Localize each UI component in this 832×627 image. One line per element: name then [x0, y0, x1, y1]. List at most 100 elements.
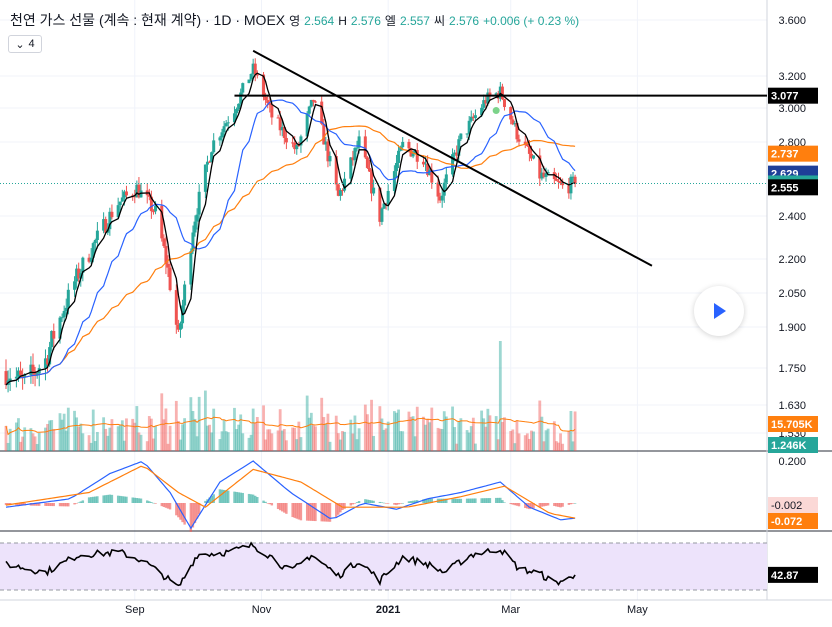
macd-histogram-bar — [378, 501, 382, 503]
candle-body — [571, 176, 575, 178]
candle-body — [116, 205, 120, 218]
macd-histogram-bar — [233, 491, 236, 503]
ma-layer — [5, 72, 576, 386]
candle-body — [195, 214, 199, 222]
volume-ma-tag-bg — [768, 416, 818, 432]
volume-bar — [239, 414, 243, 451]
macd-histogram-bar — [154, 503, 157, 504]
macd-histogram-bar — [67, 503, 70, 507]
macd-hist-tag-bg — [768, 497, 818, 513]
volume-bar — [517, 433, 521, 451]
macd-histogram-bar — [212, 494, 215, 503]
volume-bar — [233, 407, 236, 451]
macd-histogram-bar — [326, 503, 330, 522]
volume-bar — [255, 417, 259, 451]
candle-body — [64, 307, 68, 311]
volume-bar — [471, 417, 475, 451]
volume-bar — [21, 436, 25, 451]
candle-body — [394, 162, 398, 172]
candle-body — [218, 137, 222, 141]
volume-bar — [168, 425, 172, 451]
macd-histogram-bar — [297, 503, 301, 520]
macd-histogram-bar — [6, 503, 10, 506]
volume-bar — [378, 406, 382, 451]
macd-histogram-bar — [208, 497, 211, 503]
volume-bar — [422, 416, 425, 451]
volume-bar — [540, 416, 544, 451]
symbol-title[interactable]: 천연 가스 선물 (계속 : 현재 계약) · 1D · MOEX — [10, 12, 286, 28]
candle-body — [343, 178, 347, 191]
candle-body — [189, 251, 193, 285]
volume-bar — [116, 426, 120, 451]
macd-histogram-bar — [355, 502, 359, 503]
candle-body — [511, 119, 515, 125]
candle-body — [235, 109, 239, 114]
volume-bar — [48, 420, 52, 451]
candle-body — [515, 122, 519, 140]
price-tick-label: 1.630 — [778, 400, 806, 412]
candle-body — [46, 358, 50, 365]
candle-body — [384, 203, 388, 205]
price-scale-tag-bg — [768, 145, 818, 162]
volume-bar — [23, 427, 27, 451]
volume-bar — [125, 418, 128, 451]
volume-bar — [241, 433, 245, 451]
macd-histogram-bar — [553, 503, 556, 507]
macd-histogram-bar — [35, 503, 39, 506]
volume-bar — [135, 406, 139, 451]
candle-body — [482, 100, 486, 108]
candle-body — [262, 74, 266, 97]
macd-histogram-bar — [131, 497, 134, 503]
candle-body — [62, 310, 66, 318]
macd-histogram-bar — [542, 503, 546, 507]
volume-bar — [237, 424, 241, 451]
volume-bar — [380, 418, 384, 451]
candle-body — [411, 153, 415, 157]
macd-histogram-bar — [227, 490, 230, 503]
volume-bar — [93, 441, 97, 451]
volume-bar — [108, 427, 112, 451]
volume-bar — [455, 443, 459, 451]
indicator-collapse-button[interactable]: ⌄ 4 — [8, 35, 42, 53]
volume-bar — [66, 407, 70, 451]
volume-bar — [120, 420, 124, 451]
macd-histogram-bar — [328, 503, 332, 522]
macd-histogram-bar — [123, 496, 126, 503]
macd-histogram-bar — [455, 498, 458, 503]
play-icon — [714, 303, 726, 319]
macd-histogram-bar — [314, 503, 317, 522]
candle-body — [203, 164, 207, 192]
macd-histogram-bar — [19, 503, 22, 506]
candle-body — [151, 211, 155, 213]
macd-histogram-bar — [96, 496, 99, 503]
candle-body — [284, 137, 288, 143]
candle-body — [527, 145, 531, 154]
candle-body — [293, 142, 297, 150]
volume-bar — [386, 421, 390, 451]
trend-line-drawing[interactable] — [252, 49, 653, 267]
candle-body — [241, 83, 245, 93]
volume-bar — [544, 430, 548, 451]
volume-bar — [557, 442, 560, 451]
macd-histogram-bar — [160, 503, 163, 507]
macd-histogram-bar — [268, 503, 271, 505]
volume-bar — [496, 439, 500, 451]
macd-histogram-bar — [285, 503, 288, 514]
volume-bar — [222, 419, 226, 451]
replay-play-button[interactable] — [694, 286, 744, 336]
candle-body — [278, 117, 282, 131]
volume-bar — [212, 408, 216, 451]
volume-ma-tag: 15.705K — [771, 419, 813, 431]
candle-body — [380, 208, 384, 222]
volume-bar — [218, 439, 222, 451]
macd-histogram-bar — [264, 501, 267, 503]
price-scale-tag: 2.555 — [771, 182, 799, 194]
macd-histogram-bar — [470, 498, 473, 503]
volume-bar — [226, 432, 230, 451]
candle-body — [397, 150, 401, 163]
macd-histogram-bar — [399, 503, 402, 504]
candle-body — [237, 103, 241, 110]
candle-body — [365, 157, 369, 168]
candle-body — [471, 116, 475, 119]
